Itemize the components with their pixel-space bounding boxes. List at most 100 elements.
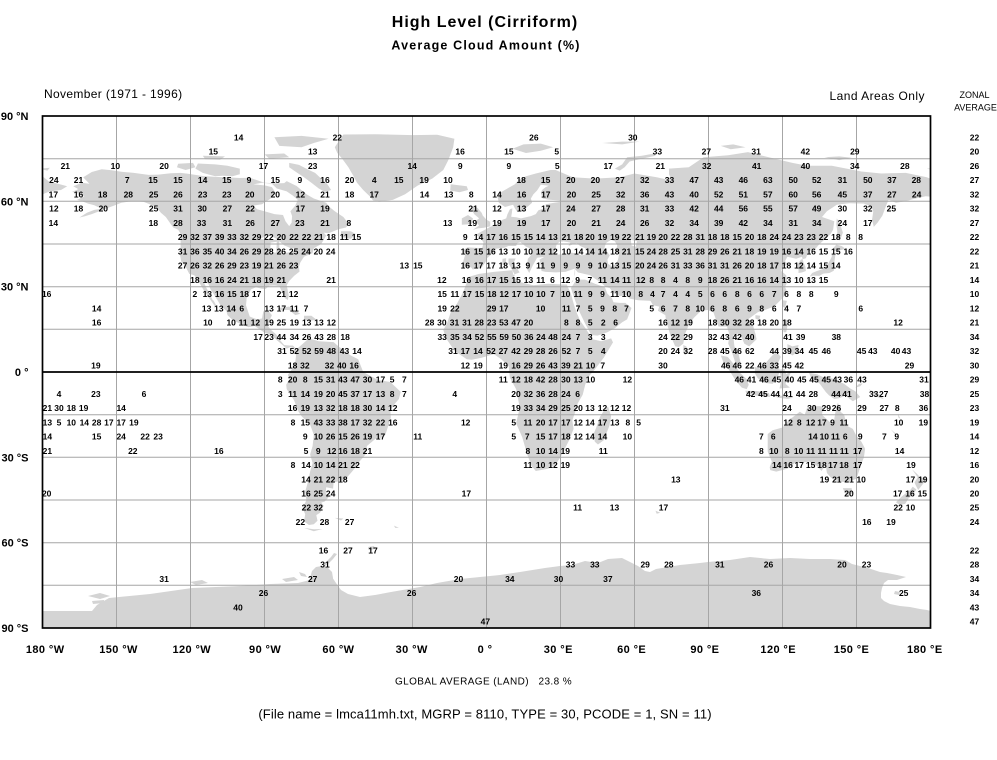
svg-text:16: 16	[74, 190, 84, 200]
svg-text:19: 19	[561, 446, 571, 456]
svg-text:30: 30	[54, 403, 64, 413]
svg-text:27: 27	[178, 261, 188, 271]
svg-text:20: 20	[159, 161, 169, 171]
svg-text:34: 34	[970, 574, 980, 584]
svg-text:16: 16	[843, 246, 853, 256]
svg-text:24: 24	[838, 218, 848, 228]
svg-text:8: 8	[612, 303, 617, 313]
svg-text:Land Areas Only: Land Areas Only	[830, 89, 925, 103]
svg-text:45: 45	[809, 346, 819, 356]
svg-text:21: 21	[320, 190, 330, 200]
svg-text:13: 13	[671, 474, 681, 484]
svg-text:10: 10	[856, 474, 866, 484]
svg-text:52: 52	[290, 346, 300, 356]
svg-text:32: 32	[665, 218, 675, 228]
svg-text:19: 19	[264, 275, 274, 285]
svg-text:14: 14	[585, 417, 595, 427]
svg-text:20: 20	[970, 474, 980, 484]
svg-text:24: 24	[227, 275, 237, 285]
svg-text:25: 25	[314, 489, 324, 499]
svg-text:14: 14	[598, 246, 608, 256]
svg-text:31: 31	[838, 175, 848, 185]
svg-text:19: 19	[252, 261, 262, 271]
svg-text:20: 20	[970, 147, 980, 157]
svg-text:14: 14	[326, 460, 336, 470]
svg-text:14: 14	[473, 346, 483, 356]
svg-text:3: 3	[278, 389, 283, 399]
svg-text:46: 46	[759, 375, 769, 385]
svg-text:27: 27	[271, 218, 281, 228]
svg-text:47: 47	[689, 175, 699, 185]
svg-text:18: 18	[817, 460, 827, 470]
svg-text:16: 16	[461, 246, 471, 256]
svg-text:18: 18	[499, 261, 509, 271]
svg-text:22: 22	[140, 432, 150, 442]
svg-text:33: 33	[590, 560, 600, 570]
svg-text:29: 29	[857, 403, 867, 413]
svg-text:5: 5	[555, 161, 560, 171]
svg-text:10: 10	[695, 303, 705, 313]
svg-text:22: 22	[819, 232, 829, 242]
svg-text:13: 13	[202, 303, 212, 313]
svg-text:18: 18	[757, 318, 767, 328]
svg-text:15: 15	[541, 175, 551, 185]
svg-text:23: 23	[289, 261, 299, 271]
svg-text:57: 57	[763, 190, 773, 200]
svg-text:32: 32	[708, 332, 718, 342]
svg-text:14: 14	[794, 246, 804, 256]
svg-text:120 °W: 120 °W	[173, 644, 212, 656]
svg-text:31: 31	[178, 246, 188, 256]
svg-text:20: 20	[591, 175, 601, 185]
svg-text:5: 5	[636, 417, 641, 427]
svg-text:17: 17	[548, 432, 558, 442]
svg-text:28: 28	[616, 204, 626, 214]
svg-text:22: 22	[326, 474, 336, 484]
svg-text:3: 3	[601, 332, 606, 342]
svg-text:13: 13	[524, 275, 534, 285]
svg-text:44: 44	[771, 389, 781, 399]
svg-text:8: 8	[685, 303, 690, 313]
svg-text:12: 12	[499, 289, 509, 299]
svg-text:31: 31	[450, 318, 460, 328]
svg-text:47: 47	[481, 617, 491, 627]
svg-text:23: 23	[862, 560, 872, 570]
svg-text:31: 31	[448, 346, 458, 356]
svg-text:21: 21	[832, 474, 842, 484]
svg-text:33: 33	[665, 204, 675, 214]
svg-text:19: 19	[419, 175, 429, 185]
svg-text:14: 14	[831, 261, 841, 271]
svg-text:52: 52	[812, 175, 822, 185]
svg-text:19: 19	[769, 246, 779, 256]
svg-text:28: 28	[536, 346, 546, 356]
svg-text:32: 32	[732, 318, 742, 328]
svg-text:120 °E: 120 °E	[760, 644, 796, 656]
svg-text:35: 35	[203, 246, 213, 256]
svg-text:40: 40	[891, 346, 901, 356]
svg-text:4: 4	[601, 346, 606, 356]
svg-text:13: 13	[806, 275, 816, 285]
svg-text:14: 14	[301, 474, 311, 484]
svg-text:9: 9	[858, 432, 863, 442]
svg-text:45: 45	[838, 190, 848, 200]
svg-text:26: 26	[277, 261, 287, 271]
svg-text:26: 26	[326, 432, 336, 442]
svg-text:8: 8	[797, 417, 802, 427]
svg-text:46: 46	[757, 360, 767, 370]
svg-text:15: 15	[524, 232, 534, 242]
svg-text:59: 59	[499, 332, 509, 342]
svg-text:12: 12	[573, 417, 583, 427]
svg-text:22: 22	[970, 246, 980, 256]
svg-text:10: 10	[561, 289, 571, 299]
svg-text:28: 28	[124, 190, 134, 200]
svg-text:15: 15	[301, 417, 311, 427]
svg-text:25: 25	[591, 190, 601, 200]
svg-text:36: 36	[640, 190, 650, 200]
svg-text:33: 33	[665, 175, 675, 185]
svg-text:10: 10	[586, 360, 596, 370]
svg-text:17: 17	[376, 375, 386, 385]
svg-text:13: 13	[308, 147, 318, 157]
svg-text:22: 22	[350, 460, 360, 470]
svg-text:150 °E: 150 °E	[834, 644, 870, 656]
svg-text:20: 20	[585, 232, 595, 242]
svg-text:9: 9	[834, 289, 839, 299]
